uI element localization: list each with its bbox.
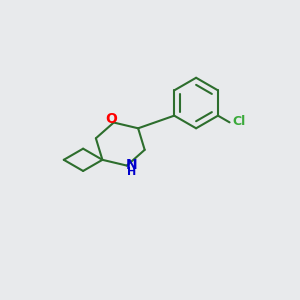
Text: N: N [126, 158, 138, 172]
Text: H: H [127, 167, 136, 177]
Text: Cl: Cl [233, 115, 246, 128]
Text: O: O [105, 112, 117, 126]
